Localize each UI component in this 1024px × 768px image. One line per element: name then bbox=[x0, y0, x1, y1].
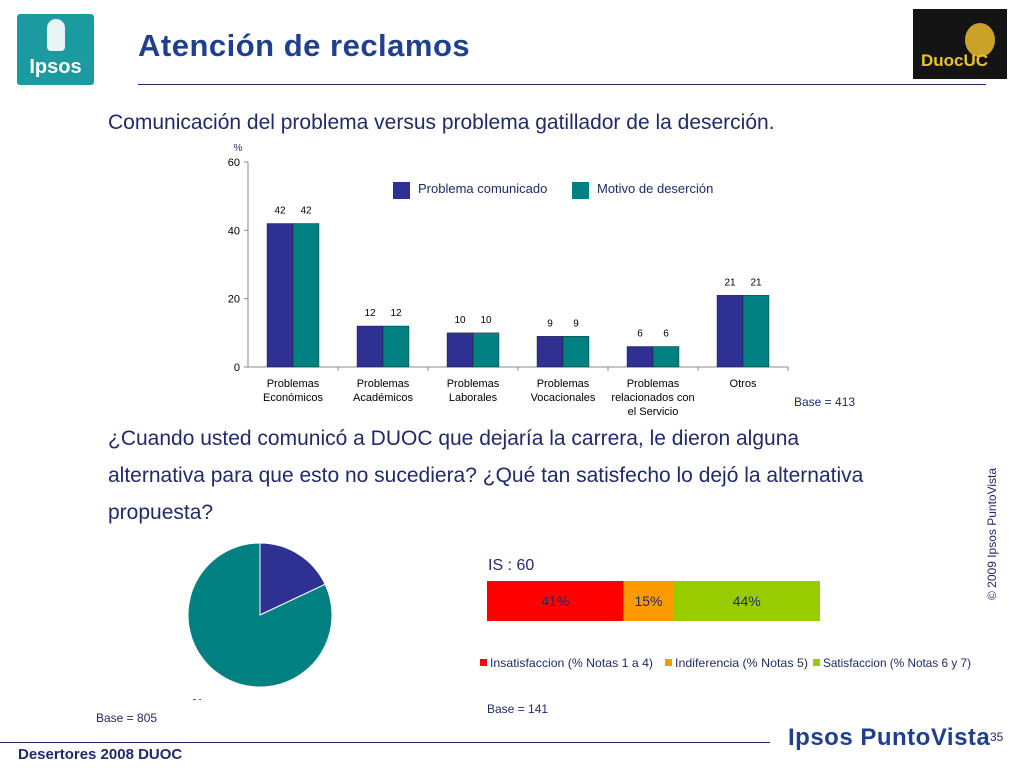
x-tick-label: Problemas bbox=[537, 378, 590, 390]
y-axis-label: % bbox=[234, 143, 243, 154]
bar-data-label: 9 bbox=[547, 318, 553, 329]
footer-study-name: Desertores 2008 DUOC bbox=[18, 746, 183, 763]
bar bbox=[716, 295, 744, 368]
logo-head-icon bbox=[47, 19, 65, 51]
x-tick-label: Otros bbox=[730, 378, 757, 390]
bar bbox=[562, 336, 590, 368]
legend-swatch bbox=[480, 659, 487, 666]
legend-label: Insatisfaccion (% Notas 1 a 4) bbox=[490, 656, 653, 670]
x-tick-label: Vocacionales bbox=[531, 392, 596, 404]
legend-label: Satisfaccion (% Notas 6 y 7) bbox=[823, 656, 971, 670]
footer-divider bbox=[0, 742, 770, 743]
ipsos-logo-text: Ipsos bbox=[29, 56, 82, 78]
legend-label: Indiferencia (% Notas 5) bbox=[675, 656, 808, 670]
slide-subtitle: Comunicación del problema versus problem… bbox=[108, 111, 775, 134]
bar bbox=[356, 325, 384, 368]
satisfaction-index-label: IS : 60 bbox=[488, 557, 535, 574]
stacked-segment-label: 41% bbox=[541, 593, 569, 609]
bar-data-label: 6 bbox=[637, 329, 643, 340]
bar bbox=[472, 332, 500, 368]
bar-data-label: 21 bbox=[724, 277, 736, 288]
legend-swatch bbox=[572, 182, 589, 199]
bar bbox=[266, 223, 294, 368]
legend-swatch bbox=[813, 659, 820, 666]
x-tick-label: relacionados con bbox=[611, 392, 694, 404]
pie-labels: Si18%No82% bbox=[192, 696, 209, 700]
y-tick-label: 60 bbox=[228, 157, 240, 169]
x-tick-label: Laborales bbox=[449, 392, 498, 404]
pie-slice-label: No bbox=[192, 696, 209, 700]
bar-chart-base: Base = 413 bbox=[794, 395, 856, 409]
pie-chart-base: Base = 805 bbox=[96, 711, 158, 725]
y-tick-label: 40 bbox=[228, 225, 240, 237]
bar bbox=[292, 223, 320, 368]
stacked-chart-base: Base = 141 bbox=[487, 702, 549, 716]
page-title: Atención de reclamos bbox=[138, 28, 471, 63]
footer-brand: Ipsos PuntoVista bbox=[788, 724, 991, 751]
bar-data-label: 10 bbox=[454, 315, 466, 326]
stacked-segment-label: 44% bbox=[733, 593, 761, 609]
copyright-note: © 2009 Ipsos PuntoVista bbox=[985, 467, 999, 600]
bar bbox=[536, 336, 564, 368]
chart-axes: 0 20 40 60 Problemas Económicos Problemas Acadé… bbox=[228, 157, 789, 418]
pie-slices bbox=[187, 542, 333, 688]
bar bbox=[382, 325, 410, 368]
stacked-segment bbox=[487, 581, 624, 621]
page-number: 35 bbox=[990, 730, 1004, 744]
bar bbox=[652, 346, 680, 368]
bar-data-label: 42 bbox=[300, 206, 312, 217]
bar-data-label: 12 bbox=[364, 308, 376, 319]
x-tick-label: Problemas bbox=[267, 378, 320, 390]
legend-swatch bbox=[665, 659, 672, 666]
stacked-legend: Insatisfaccion (% Notas 1 a 4) Indiferenc… bbox=[480, 656, 971, 670]
x-tick-label: Problemas bbox=[447, 378, 500, 390]
bar-data-label: 21 bbox=[750, 277, 762, 288]
bar-data-label: 9 bbox=[573, 318, 579, 329]
bar-data-label: 6 bbox=[663, 329, 669, 340]
chart-bars: 42 42 12 12 10 10 9 9 6 6 21 21 bbox=[266, 206, 770, 368]
title-divider bbox=[138, 84, 986, 85]
pie-slice bbox=[187, 542, 333, 688]
legend-label: Motivo de deserción bbox=[597, 181, 713, 196]
chart-legend: Problema comunicado Motivo de deserción bbox=[393, 181, 713, 199]
x-tick-label: Problemas bbox=[627, 378, 680, 390]
y-tick-label: 20 bbox=[228, 294, 240, 306]
survey-question: ¿Cuando usted comunicó a DUOC que dejarí… bbox=[108, 427, 864, 524]
pie-chart: Si18%No82% bbox=[187, 542, 333, 700]
stacked-segment bbox=[623, 581, 674, 621]
bar-data-label: 10 bbox=[480, 315, 492, 326]
duoc-logo-text: DuocUC bbox=[921, 51, 989, 70]
x-tick-label: el Servicio bbox=[628, 406, 679, 418]
legend-swatch bbox=[393, 182, 410, 199]
legend-label: Problema comunicado bbox=[418, 181, 547, 196]
bar bbox=[742, 295, 770, 368]
y-tick-label: 0 bbox=[234, 362, 240, 374]
stacked-bar-chart: 41% 15% 44% Insatisfaccion (% Notas 1 a 4)… bbox=[480, 581, 971, 670]
duoc-logo: DuocUC bbox=[913, 9, 1007, 79]
x-tick-label: Problemas bbox=[357, 378, 410, 390]
pie-slice bbox=[259, 542, 326, 616]
bar bbox=[446, 332, 474, 368]
x-tick-label: Económicos bbox=[263, 392, 323, 404]
bar bbox=[626, 346, 654, 368]
duoc-seal-icon bbox=[965, 23, 995, 57]
bar-data-label: 42 bbox=[274, 206, 286, 217]
bar-data-label: 12 bbox=[390, 308, 402, 319]
stacked-segment-label: 15% bbox=[634, 593, 662, 609]
stacked-segment bbox=[673, 581, 820, 621]
x-tick-label: Académicos bbox=[353, 392, 413, 404]
ipsos-logo: Ipsos bbox=[17, 14, 94, 85]
stacked-segments: 41% 15% 44% bbox=[487, 581, 820, 621]
grouped-bar-chart: % 0 20 40 60 Problemas Económicos Problemas Aca… bbox=[228, 143, 789, 418]
